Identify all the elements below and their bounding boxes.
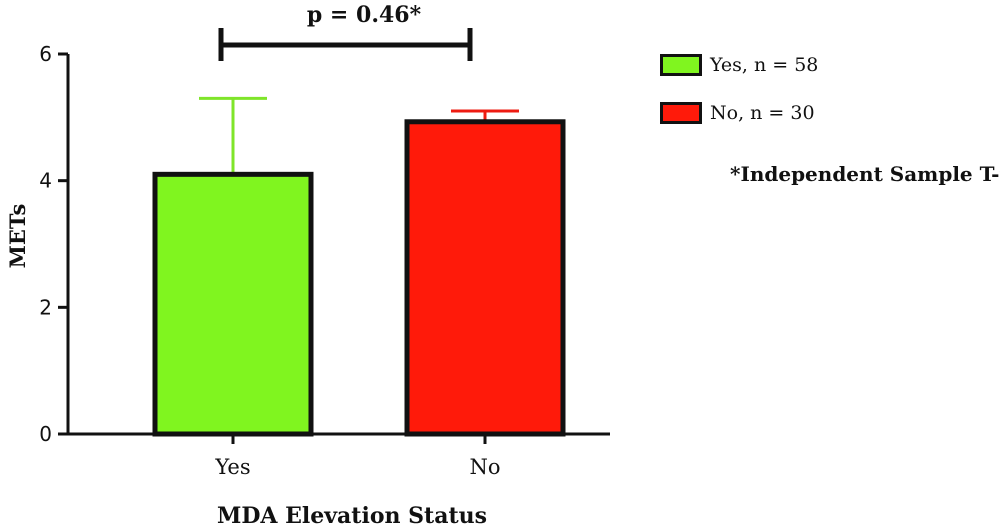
- legend-item-no: No, n = 30: [660, 98, 818, 128]
- test-note: *Independent Sample T-test: [730, 162, 1000, 186]
- y-tick-label: 6: [39, 42, 52, 66]
- x-tick-label: Yes: [214, 455, 250, 479]
- p-value-annotation: p = 0.46*: [307, 2, 422, 28]
- bar-no: [404, 119, 566, 437]
- legend-swatch-yes: [660, 54, 702, 76]
- legend-item-yes: Yes, n = 58: [660, 50, 818, 80]
- y-tick-label: 2: [39, 295, 52, 319]
- y-tick-label: 4: [39, 169, 52, 193]
- x-tick-label: No: [469, 455, 500, 479]
- bar-yes: [152, 171, 314, 437]
- legend-label-no: No, n = 30: [710, 102, 815, 124]
- y-tick-label: 0: [39, 422, 52, 446]
- legend-label-yes: Yes, n = 58: [710, 54, 819, 76]
- legend: Yes, n = 58 No, n = 30: [660, 50, 818, 146]
- x-axis-title: MDA Elevation Status: [217, 503, 487, 529]
- y-axis-title: METs: [5, 204, 30, 269]
- legend-swatch-no: [660, 102, 702, 124]
